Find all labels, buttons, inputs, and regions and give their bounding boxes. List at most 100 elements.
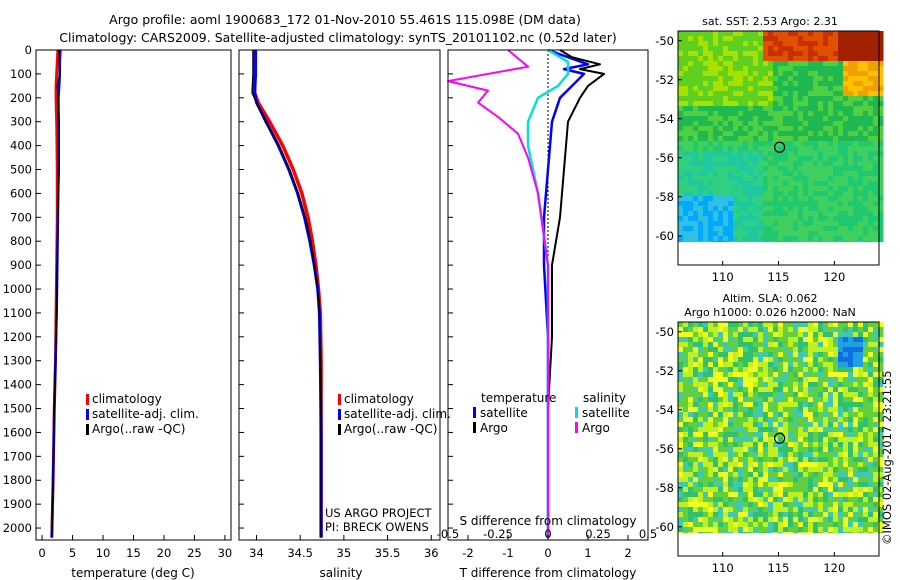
map-cell	[878, 342, 884, 348]
map-cell	[768, 66, 774, 72]
map-cell	[718, 171, 724, 177]
map-cell	[688, 211, 694, 217]
map-cell	[753, 332, 759, 338]
map-cell	[678, 81, 684, 87]
map-cell	[713, 121, 719, 127]
map-cell	[728, 231, 734, 237]
map-cell	[753, 146, 759, 152]
map-cell	[878, 422, 884, 428]
map-cell	[848, 91, 854, 97]
map-cell	[878, 467, 884, 473]
map-cell	[763, 171, 769, 177]
map-cell	[848, 166, 854, 172]
map-cell	[723, 352, 729, 358]
map-cell	[723, 477, 729, 483]
map-cell	[693, 186, 699, 192]
map-cell	[708, 176, 714, 182]
map-cell	[693, 201, 699, 207]
map-cell	[688, 407, 694, 413]
map-cell	[843, 231, 849, 237]
map-cell	[833, 46, 839, 52]
map-cell	[788, 422, 794, 428]
map-cell	[798, 437, 804, 443]
map-cell	[853, 487, 859, 493]
map-cell	[868, 492, 874, 498]
map-cell	[683, 141, 689, 147]
map-cell	[808, 432, 814, 438]
y-tick-label: 0	[25, 43, 32, 57]
map-cell	[813, 337, 819, 343]
map-cell	[753, 452, 759, 458]
map-cell	[723, 367, 729, 373]
map-cell	[778, 41, 784, 47]
map-cell	[868, 36, 874, 42]
map-cell	[838, 422, 844, 428]
map-cell	[823, 382, 829, 388]
map-cell	[873, 502, 879, 508]
map-cell	[718, 106, 724, 112]
map-cell	[723, 191, 729, 197]
map-cell	[833, 422, 839, 428]
map-cell	[828, 337, 834, 343]
map-cell	[838, 452, 844, 458]
map-cell	[873, 61, 879, 67]
map-cell	[728, 377, 734, 383]
map-cell	[853, 46, 859, 52]
map-cell	[823, 141, 829, 147]
map-cell	[853, 407, 859, 413]
map-cell	[798, 216, 804, 222]
map-cell	[793, 357, 799, 363]
series-line-satellite	[542, 48, 590, 538]
map-cell	[698, 372, 704, 378]
map-cell	[853, 196, 859, 202]
map-cell	[748, 447, 754, 453]
map-cell	[718, 497, 724, 503]
map-cell	[773, 327, 779, 333]
map-cell	[793, 136, 799, 142]
map-cell	[683, 196, 689, 202]
map-cell	[843, 241, 849, 243]
map-cell	[693, 522, 699, 528]
map-cell	[838, 156, 844, 162]
map-cell	[688, 51, 694, 57]
map-cell	[683, 41, 689, 47]
map-cell	[813, 116, 819, 122]
map-cell	[848, 46, 854, 52]
map-cell	[733, 377, 739, 383]
map-cell	[763, 116, 769, 122]
map-cell	[818, 507, 824, 513]
map-cell	[788, 437, 794, 443]
map-cell	[678, 327, 684, 333]
map-cell	[728, 487, 734, 493]
profile-location-marker	[773, 432, 786, 444]
map-cell	[858, 482, 864, 488]
map-cell	[713, 447, 719, 453]
map-cell	[863, 51, 869, 57]
map-cell	[803, 146, 809, 152]
y-tick-label: 1600	[3, 425, 32, 439]
map-cell	[768, 186, 774, 192]
map-cell	[708, 181, 714, 187]
map-cell	[778, 76, 784, 82]
map-cell	[758, 51, 764, 57]
map-cell	[858, 136, 864, 142]
map-cell	[733, 437, 739, 443]
map-cell	[753, 427, 759, 433]
map-cell	[878, 51, 884, 57]
map-cell	[738, 452, 744, 458]
map-cell	[728, 437, 734, 443]
map-cell	[698, 427, 704, 433]
map-cell	[868, 241, 874, 243]
map-cell	[843, 492, 849, 498]
map-cell	[718, 81, 724, 87]
map-cell	[833, 146, 839, 152]
map-cell	[708, 86, 714, 92]
map-cell	[853, 372, 859, 378]
map-cell	[703, 191, 709, 197]
map-cell	[708, 342, 714, 348]
map-cell	[743, 527, 749, 533]
map-cell	[723, 347, 729, 353]
map-cell	[863, 352, 869, 358]
map-cell	[703, 111, 709, 117]
map-cell	[698, 442, 704, 448]
